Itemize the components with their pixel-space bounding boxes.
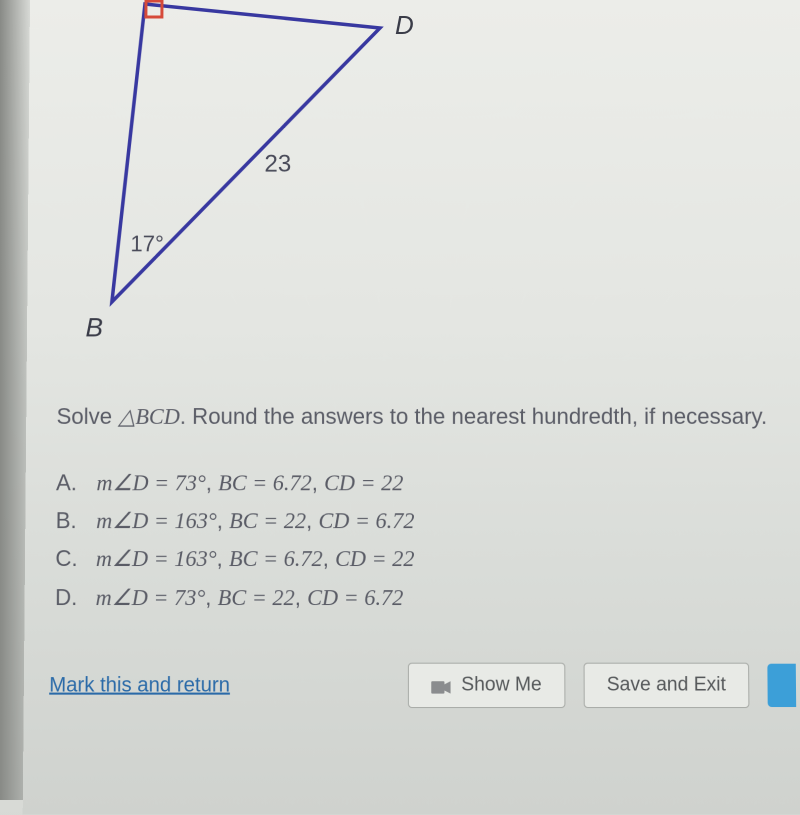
option-text: m∠D = 73°, BC = 22, CD = 6.72 xyxy=(95,579,403,615)
mark-return-link[interactable]: Mark this and return xyxy=(49,673,230,697)
option-d[interactable]: D. m∠D = 73°, BC = 22, CD = 6.72 xyxy=(55,579,415,615)
option-cd: CD = 6.72 xyxy=(318,508,414,534)
save-exit-button[interactable]: Save and Exit xyxy=(583,663,749,708)
option-bc: BC = 6.72 xyxy=(218,470,312,496)
vertex-label-b: B xyxy=(85,312,103,343)
problem-statement: Solve △BCD. Round the answers to the nea… xyxy=(56,404,773,430)
option-bc: BC = 22 xyxy=(229,508,306,534)
option-cd: CD = 22 xyxy=(324,470,403,496)
option-letter: C. xyxy=(55,541,96,577)
triangle-name: BCD xyxy=(135,404,180,429)
option-text: m∠D = 73°, BC = 6.72, CD = 22 xyxy=(96,465,403,501)
option-cd: CD = 6.72 xyxy=(307,584,403,610)
option-text: m∠D = 163°, BC = 6.72, CD = 22 xyxy=(96,541,415,577)
option-angle: m∠D = 73° xyxy=(96,470,206,496)
triangle-figure: D B 23 17° xyxy=(67,0,470,353)
option-angle: m∠D = 73° xyxy=(96,584,206,610)
angle-b-label: 17° xyxy=(130,231,164,257)
hypotenuse-label: 23 xyxy=(264,150,291,178)
option-c[interactable]: C. m∠D = 163°, BC = 6.72, CD = 22 xyxy=(55,541,414,577)
problem-prefix: Solve xyxy=(56,404,118,429)
option-cd: CD = 22 xyxy=(335,546,414,572)
button-group: Show Me Save and Exit xyxy=(407,663,796,708)
option-bc: BC = 6.72 xyxy=(229,546,323,572)
answer-options: A. m∠D = 73°, BC = 6.72, CD = 22 B. m∠D … xyxy=(55,465,415,617)
show-me-button[interactable]: Show Me xyxy=(407,663,565,708)
bottom-toolbar: Mark this and return Show Me Save and Ex… xyxy=(49,660,796,712)
option-a[interactable]: A. m∠D = 73°, BC = 6.72, CD = 22 xyxy=(56,465,415,501)
option-text: m∠D = 163°, BC = 22, CD = 6.72 xyxy=(96,503,414,539)
option-bc: BC = 22 xyxy=(218,584,295,610)
option-b[interactable]: B. m∠D = 163°, BC = 22, CD = 6.72 xyxy=(56,503,415,539)
option-angle: m∠D = 163° xyxy=(96,546,217,572)
worksheet-page: D B 23 17° Solve △BCD. Round the answers… xyxy=(23,0,800,815)
camera-icon xyxy=(431,678,451,692)
option-letter: D. xyxy=(55,579,96,615)
save-exit-label: Save and Exit xyxy=(607,674,726,697)
triangle-symbol: △ xyxy=(118,404,135,429)
option-angle: m∠D = 163° xyxy=(96,508,217,534)
next-button[interactable] xyxy=(767,664,796,707)
vertex-label-d: D xyxy=(395,10,414,41)
show-me-label: Show Me xyxy=(461,674,542,697)
problem-suffix: . Round the answers to the nearest hundr… xyxy=(180,404,768,429)
option-letter: B. xyxy=(56,503,97,539)
option-letter: A. xyxy=(56,465,97,501)
